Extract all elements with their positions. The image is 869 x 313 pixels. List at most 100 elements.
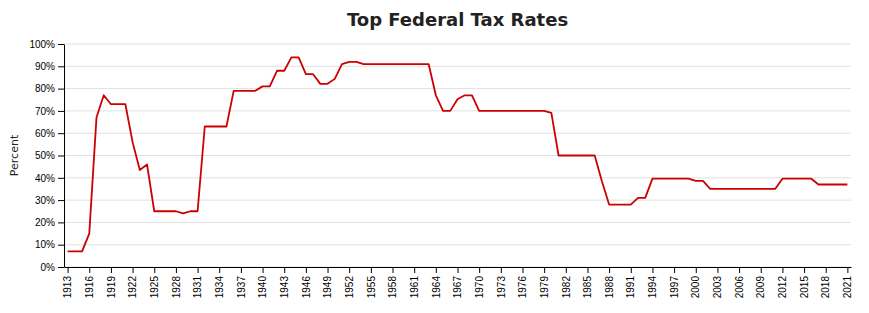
marks [68, 57, 848, 251]
y-tick: 100% [29, 39, 64, 50]
x-tick: 1994 [647, 267, 658, 298]
y-tick-label: 0% [41, 262, 56, 273]
x-tick-mark [566, 267, 567, 273]
y-tick: 20% [35, 217, 64, 228]
x-tick-label: 1958 [387, 276, 398, 299]
y-tick-mark [58, 156, 64, 157]
x-tick-mark [198, 267, 199, 273]
x-tick-mark [739, 267, 740, 273]
x-tick: 1952 [344, 267, 355, 298]
x-tick: 1940 [257, 267, 268, 298]
x-tick-mark [133, 267, 134, 273]
x-tick: 1937 [236, 267, 247, 298]
y-tick-label: 40% [35, 173, 55, 184]
x-tick-label: 2003 [712, 276, 723, 299]
x-tick: 2021 [842, 267, 853, 298]
x-tick: 2009 [755, 267, 766, 298]
x-tick: 2012 [777, 267, 788, 298]
x-tick: 2000 [690, 267, 701, 298]
x-tick: 1997 [669, 267, 680, 298]
x-tick: 1925 [149, 267, 160, 298]
x-tick-mark [176, 267, 177, 273]
line [68, 57, 848, 251]
x-tick-label: 1919 [106, 276, 117, 299]
x-tick-mark [761, 267, 762, 273]
y-tick-mark [58, 267, 64, 268]
grid-line [64, 133, 851, 134]
x-tick-mark [501, 267, 502, 273]
x-tick-mark [219, 267, 220, 273]
x-tick-mark [847, 267, 848, 273]
x-tick-label: 1928 [171, 276, 182, 299]
y-tick-mark [58, 222, 64, 223]
y-tick-mark [58, 200, 64, 201]
x-tick: 1946 [301, 267, 312, 298]
chart: 1913191619191922192519281931193419371940… [0, 0, 869, 313]
x-tick: 1961 [409, 267, 420, 298]
grid-line [64, 222, 851, 223]
x-axis: 1913191619191922192519281931193419371940… [62, 267, 853, 298]
x-tick-label: 2012 [777, 276, 788, 299]
x-tick-label: 1946 [301, 276, 312, 299]
grid-line [64, 66, 851, 67]
x-tick-mark [609, 267, 610, 273]
x-tick-label: 2000 [690, 276, 701, 299]
x-tick-mark [89, 267, 90, 273]
x-tick-mark [154, 267, 155, 273]
x-tick-label: 2009 [755, 276, 766, 299]
y-tick-mark [58, 133, 64, 134]
x-tick: 1976 [517, 267, 528, 298]
y-tick: 30% [35, 195, 64, 206]
y-tick: 0% [41, 262, 64, 273]
x-tick-label: 1937 [236, 276, 247, 299]
y-tick: 40% [35, 173, 64, 184]
x-tick-mark [68, 267, 69, 273]
x-tick: 2006 [734, 267, 745, 298]
x-tick: 1916 [84, 267, 95, 298]
grid-line [64, 155, 851, 156]
x-tick-label: 1922 [127, 276, 138, 299]
x-tick-mark [436, 267, 437, 273]
x-tick-label: 1943 [279, 276, 290, 299]
x-tick-mark [458, 267, 459, 273]
x-tick-label: 1952 [344, 276, 355, 299]
y-tick-label: 60% [35, 128, 55, 139]
x-tick-mark [414, 267, 415, 273]
grid-line [64, 200, 851, 201]
grid-line [64, 88, 851, 89]
x-tick-label: 1967 [452, 276, 463, 299]
y-tick-label: 70% [35, 106, 55, 117]
x-tick: 1931 [192, 267, 203, 298]
x-tick-label: 2021 [842, 276, 853, 299]
x-tick-mark [587, 267, 588, 273]
x-tick-mark [717, 267, 718, 273]
x-tick-mark [674, 267, 675, 273]
x-tick: 1985 [582, 267, 593, 298]
grid-line [64, 110, 851, 111]
x-tick-mark [328, 267, 329, 273]
y-tick: 90% [35, 61, 64, 72]
x-tick: 1973 [496, 267, 507, 298]
grid-line [64, 244, 851, 245]
x-tick: 1967 [452, 267, 463, 298]
x-tick: 1934 [214, 267, 225, 298]
grid [64, 44, 851, 267]
y-tick-mark [58, 111, 64, 112]
x-tick-mark [371, 267, 372, 273]
x-tick-label: 1949 [322, 276, 333, 299]
x-tick-label: 1931 [192, 276, 203, 299]
y-tick-label: 10% [35, 239, 55, 250]
x-tick-mark [241, 267, 242, 273]
x-tick: 1991 [625, 267, 636, 298]
y-tick-mark [58, 245, 64, 246]
y-tick: 70% [35, 106, 64, 117]
y-tick-mark [58, 89, 64, 90]
x-tick: 1979 [539, 267, 550, 298]
x-tick-label: 1925 [149, 276, 160, 299]
chart-container: 1913191619191922192519281931193419371940… [0, 0, 869, 313]
y-tick-mark [58, 178, 64, 179]
y-tick-label: 20% [35, 217, 55, 228]
plot-area: 1913191619191922192519281931193419371940… [29, 39, 853, 299]
x-tick-label: 1964 [431, 276, 442, 299]
x-tick-mark [284, 267, 285, 273]
